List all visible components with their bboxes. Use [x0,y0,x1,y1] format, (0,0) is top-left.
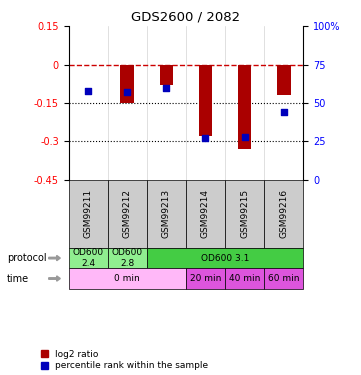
Bar [264,268,303,289]
Text: GSM99216: GSM99216 [279,189,288,238]
Point [164,85,169,91]
Bar [108,180,147,248]
Bar [186,268,225,289]
Text: protocol: protocol [7,253,47,263]
Point [124,89,130,95]
Bar [225,180,264,248]
Bar [199,64,212,136]
Bar [238,64,251,149]
Text: OD600
2.4: OD600 2.4 [73,248,104,268]
Text: GSM99212: GSM99212 [123,189,132,238]
Text: GSM99211: GSM99211 [84,189,93,238]
Bar [69,180,108,248]
Bar [160,64,173,85]
Text: GSM99215: GSM99215 [240,189,249,238]
Text: 20 min: 20 min [190,274,221,283]
Bar [69,268,186,289]
Legend: log2 ratio, percentile rank within the sample: log2 ratio, percentile rank within the s… [41,350,208,370]
Text: OD600
2.8: OD600 2.8 [112,248,143,268]
Text: 60 min: 60 min [268,274,299,283]
Text: 40 min: 40 min [229,274,260,283]
Bar [121,64,134,103]
Bar [277,64,291,95]
Title: GDS2600 / 2082: GDS2600 / 2082 [131,11,240,24]
Point [281,109,287,115]
Bar [69,248,108,268]
Point [85,88,91,94]
Point [242,134,247,140]
Bar [147,180,186,248]
Text: time: time [7,273,29,284]
Text: 0 min: 0 min [114,274,140,283]
Bar [225,268,264,289]
Text: GSM99214: GSM99214 [201,189,210,238]
Text: GSM99213: GSM99213 [162,189,171,238]
Bar [186,180,225,248]
Bar [108,248,147,268]
Text: OD600 3.1: OD600 3.1 [201,254,249,262]
Point [203,135,208,141]
Bar [147,248,303,268]
Bar [264,180,303,248]
